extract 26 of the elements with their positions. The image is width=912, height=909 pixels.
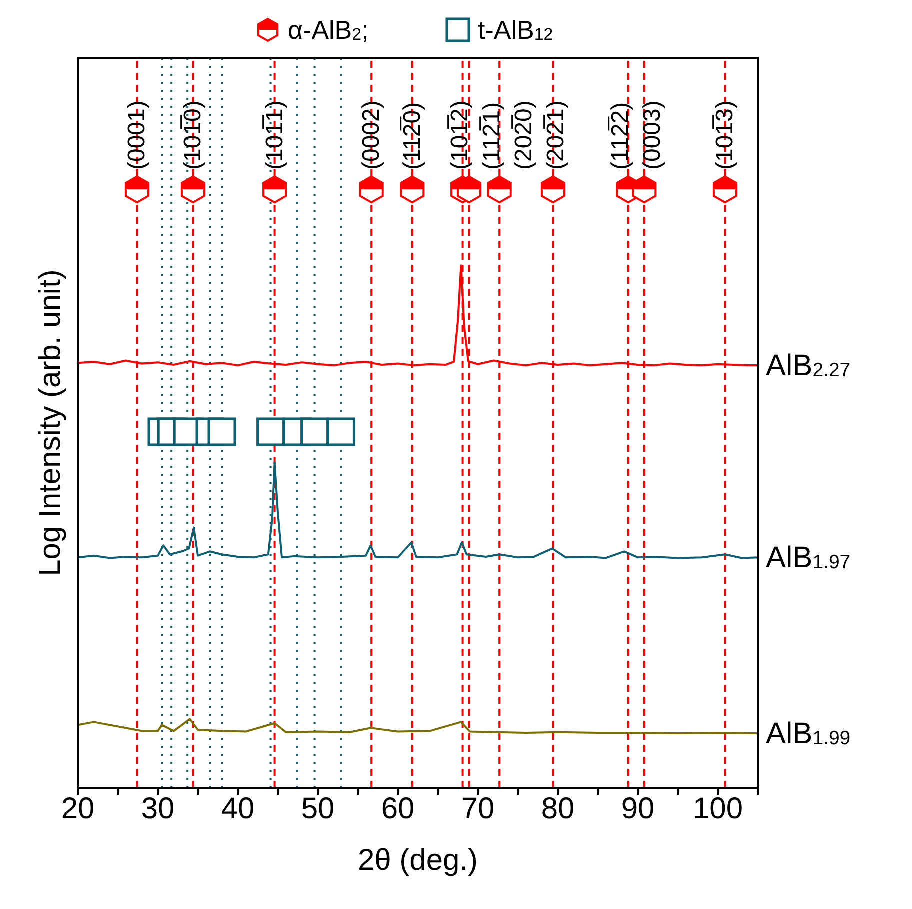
annotation: (112̅2): [606, 102, 634, 170]
annotation: (112̅1): [478, 102, 506, 170]
x-tick-label: 40: [221, 792, 255, 826]
annotation: (112̅0): [398, 102, 426, 170]
series-label: AlB$_{2.27}$: [766, 349, 851, 382]
x-tick-label: 20: [61, 792, 95, 826]
annotation: (0003): [638, 100, 666, 170]
x-tick-label: 80: [541, 792, 575, 826]
series-label: AlB$_{1.97}$: [766, 541, 851, 574]
annotation: (202̅1): [542, 100, 570, 170]
x-axis-title: 2θ (deg.): [358, 844, 478, 876]
annotation: (101̅3): [712, 100, 739, 170]
annotation: (0001): [124, 100, 151, 170]
x-tick-label: 60: [381, 792, 415, 826]
x-tick-label: 50: [301, 792, 335, 826]
x-tick-label: 90: [621, 792, 655, 826]
annotation: (101̅1): [261, 100, 288, 170]
annotation: (101̅2): [446, 100, 474, 170]
annotation: (0002): [358, 100, 386, 170]
annotation: (101̅0): [180, 100, 207, 170]
y-axis-title: Log Intensity (arb. unit): [34, 270, 66, 576]
x-tick-label: 30: [141, 792, 175, 826]
annotation: (202̅0): [510, 100, 538, 170]
x-tick-label: 100: [692, 792, 744, 826]
x-tick-label: 70: [461, 792, 495, 826]
series-label: AlB$_{1.99}$: [766, 717, 851, 750]
